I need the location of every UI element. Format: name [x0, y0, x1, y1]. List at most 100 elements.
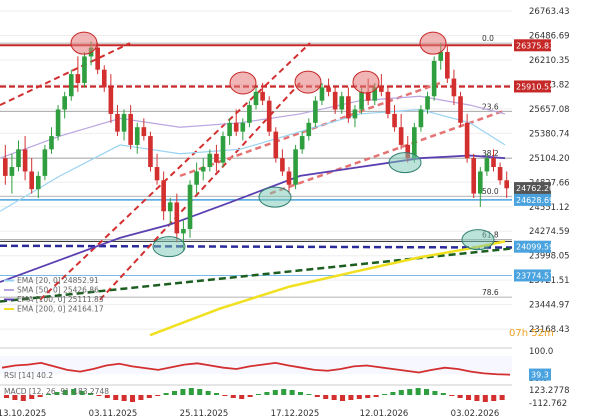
candle-body — [161, 180, 166, 212]
resistance-marker — [294, 70, 322, 94]
macd-histogram-bar — [239, 395, 245, 399]
candle-body — [372, 87, 378, 101]
candle-body — [412, 127, 417, 159]
macd-histogram-bar — [415, 388, 421, 395]
support-marker — [461, 229, 495, 251]
candle-body — [55, 109, 61, 137]
candle-body — [62, 96, 67, 110]
price-badge — [514, 39, 551, 52]
candle-body — [497, 167, 503, 181]
candle-body — [266, 100, 272, 132]
candle-body — [233, 122, 239, 132]
macd-histogram-bar — [398, 390, 404, 395]
candles — [2, 41, 510, 252]
price-badge-label: 25910.55 — [516, 82, 554, 91]
trendline-red-2 — [39, 42, 311, 301]
macd-histogram-bar — [432, 391, 438, 395]
macd-histogram-bar — [20, 395, 26, 401]
candle-body — [438, 52, 444, 61]
y-tick-label: 26486.69 — [529, 31, 570, 41]
macd-histogram-bar — [323, 395, 329, 399]
candle-body — [240, 122, 246, 132]
macd-histogram-bar — [214, 393, 220, 395]
macd-histogram-bar — [289, 390, 295, 395]
price-badge — [514, 193, 551, 206]
legend-entry: SMA [50, 0] 25426.86 — [17, 286, 99, 295]
macd-histogram-bar — [188, 388, 194, 395]
macd-histogram-bar — [281, 389, 287, 395]
macd-histogram-bar — [12, 395, 18, 400]
macd-histogram-bar — [407, 389, 413, 395]
legend-entry: EMA [200, 0] 24164.17 — [17, 305, 104, 314]
support-marker — [152, 236, 186, 258]
candle-body — [286, 171, 292, 185]
candle-body — [491, 158, 496, 168]
candle-body — [339, 96, 345, 110]
candle-body — [398, 127, 404, 145]
candle-body — [214, 153, 219, 163]
x-tick-label: 03.11.2025 — [89, 409, 138, 419]
y-axis: 26763.4326486.6926210.3525933.8225657.08… — [529, 7, 570, 335]
candle-body — [280, 158, 285, 172]
price-badge — [514, 182, 551, 195]
price-badge-label: 24628.69 — [516, 196, 554, 205]
candle-body — [451, 78, 457, 97]
macd-tick-label: -112.762 — [529, 399, 567, 409]
rsi-value-label: 39.3 — [531, 371, 549, 380]
trendline-green — [0, 247, 513, 303]
rsi-line — [1, 361, 511, 376]
macd-histogram-bar — [180, 389, 186, 395]
fib-label: 23.6 — [482, 102, 499, 111]
candle-body — [273, 131, 279, 159]
macd-histogram-bar — [331, 395, 337, 400]
macd-histogram-bar — [449, 395, 455, 396]
macd-histogram-bar — [264, 392, 270, 395]
x-tick-label: 25.11.2025 — [180, 409, 229, 419]
macd-histogram-bar — [4, 395, 10, 398]
price-badges: 26375.83 25910.55 24762.26 24628.69 24099.59… — [514, 39, 554, 282]
macd-histogram-bar — [499, 395, 505, 400]
candle-body — [379, 87, 384, 92]
macd-histogram-bar — [96, 395, 102, 396]
y-tick-label: 24274.59 — [529, 227, 570, 237]
candle-body — [293, 149, 298, 185]
macd-label: MACD [12, 26, 9] -183.2748 — [4, 387, 109, 396]
candle-body — [352, 109, 358, 119]
macd-histogram-bar — [205, 391, 211, 395]
resistance-marker — [70, 31, 98, 55]
macd-histogram-bar — [46, 394, 52, 395]
macd-histogram-bar — [121, 395, 127, 401]
ema20-line — [0, 108, 506, 212]
macd-histogram-bar — [146, 395, 152, 398]
candle-body — [299, 136, 305, 150]
resistance-marker — [352, 70, 380, 94]
macd-tick-label: 123.2778 — [529, 386, 570, 396]
candle-body — [68, 74, 74, 97]
macd-histogram-bar — [298, 392, 304, 395]
macd-histogram-bar — [306, 394, 312, 395]
macd-histogram-bar — [104, 395, 110, 398]
candle-body — [365, 91, 371, 101]
macd-histogram-bar — [474, 395, 480, 401]
candle-body — [29, 171, 34, 190]
candle-body — [154, 167, 160, 181]
candle-body — [200, 167, 206, 172]
candle-body — [431, 60, 437, 97]
y-tick-label: 26763.43 — [529, 7, 570, 17]
y-tick-label: 24551.12 — [529, 203, 570, 213]
candle-body — [504, 180, 510, 189]
fib-label: 38.2 — [482, 149, 499, 158]
candle-body — [484, 158, 490, 172]
candle-body — [148, 136, 153, 168]
candle-body — [174, 202, 180, 234]
candle-body — [220, 136, 226, 163]
macd-histogram-bar — [54, 392, 60, 395]
resistance-marker — [419, 31, 447, 55]
candle-body — [425, 96, 430, 110]
x-tick-label: 12.01.2026 — [360, 409, 409, 419]
macd-histogram-bar — [172, 391, 178, 395]
x-axis: 13.10.2025 03.11.2025 25.11.2025 17.12.2025… — [0, 409, 499, 419]
ema100-line — [0, 154, 506, 283]
candle-body — [22, 149, 28, 172]
price-badge — [514, 80, 551, 93]
